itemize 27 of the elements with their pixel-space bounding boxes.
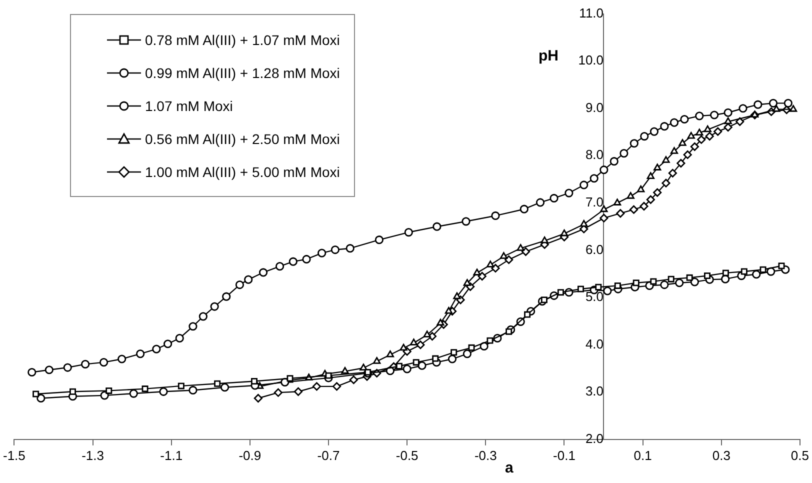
- y-tick-label: 7.0: [585, 194, 604, 210]
- x-axis-title: a: [505, 460, 514, 477]
- x-tick-label: -1.1: [160, 448, 183, 463]
- y-tick-label: 4.0: [585, 336, 604, 352]
- y-tick-label: 5.0: [585, 289, 604, 304]
- x-tick-label: -0.1: [553, 448, 576, 463]
- y-tick-label: 10.0: [578, 52, 604, 68]
- y-axis-title: pH: [538, 48, 559, 64]
- x-tick-label: -0.7: [317, 448, 340, 463]
- y-tick-label: 8.0: [585, 147, 604, 162]
- x-tick-label: -0.3: [474, 448, 497, 463]
- legend-label: 1.07 mM Moxi: [145, 98, 233, 114]
- legend-label: 0.99 mM Al(III) + 1.28 mM Moxi: [145, 64, 340, 80]
- y-tick-label: 6.0: [585, 242, 604, 257]
- legend-label: 0.56 mM Al(III) + 2.50 mM Moxi: [145, 130, 340, 146]
- y-tick-label: 3.0: [585, 384, 604, 399]
- legend-label: 0.78 mM Al(III) + 1.07 mM Moxi: [145, 32, 340, 48]
- legend-label: 1.00 mM Al(III) + 5.00 mM Moxi: [145, 164, 340, 180]
- x-tick-label: 0.3: [712, 448, 730, 463]
- x-tick-label: -1.5: [2, 448, 26, 463]
- x-tick-label: -0.5: [396, 448, 418, 463]
- y-tick-label: 11.0: [579, 5, 604, 20]
- x-tick-label: -0.9: [238, 448, 262, 463]
- x-tick-label: 0.5: [790, 448, 810, 463]
- x-tick-label: -1.3: [82, 448, 104, 463]
- x-tick-label: 0.1: [634, 448, 652, 463]
- y-tick-label: 9.0: [585, 100, 604, 115]
